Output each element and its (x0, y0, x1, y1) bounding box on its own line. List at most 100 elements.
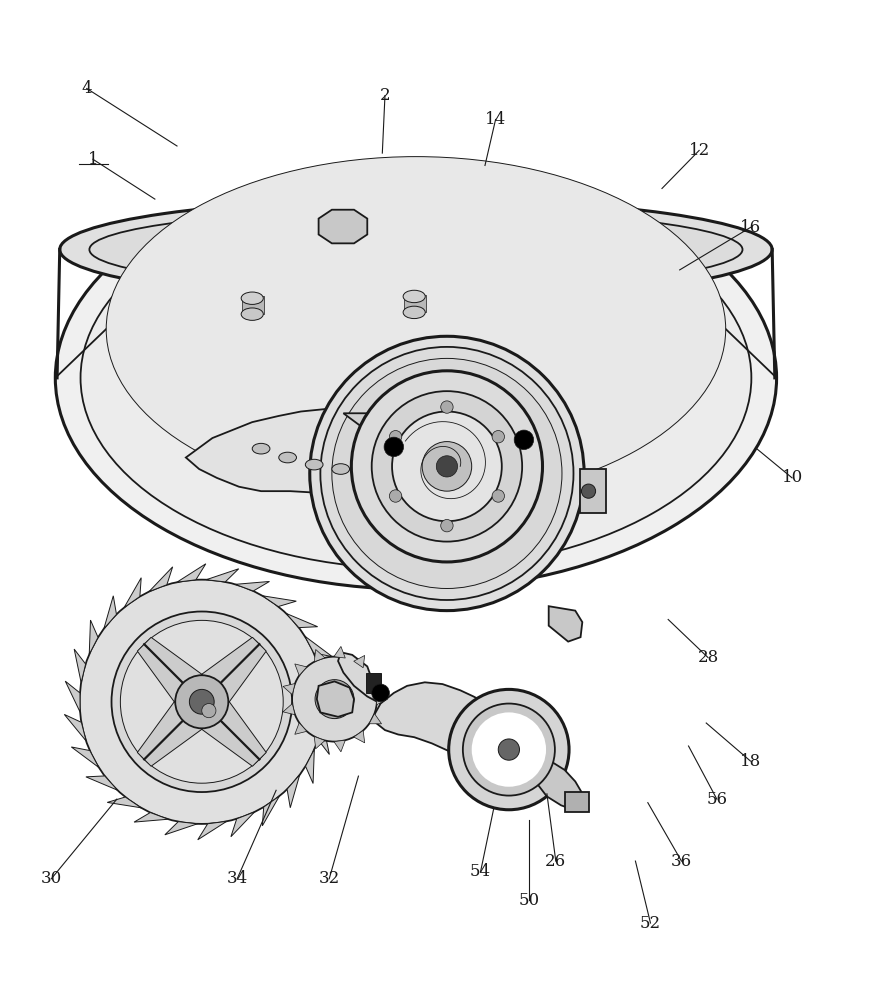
Polygon shape (124, 578, 142, 607)
Polygon shape (202, 637, 266, 702)
Polygon shape (72, 747, 99, 767)
Text: 14: 14 (485, 111, 506, 128)
Polygon shape (369, 714, 381, 724)
Polygon shape (65, 714, 86, 741)
Circle shape (436, 456, 458, 477)
Circle shape (202, 704, 216, 718)
Polygon shape (165, 822, 197, 835)
Polygon shape (334, 646, 345, 658)
Circle shape (498, 739, 519, 760)
Polygon shape (286, 613, 318, 628)
Polygon shape (283, 683, 295, 695)
Circle shape (372, 391, 522, 542)
Polygon shape (538, 757, 584, 810)
Ellipse shape (252, 443, 270, 454)
Text: 32: 32 (319, 870, 340, 887)
Circle shape (463, 704, 555, 796)
Polygon shape (343, 413, 403, 431)
FancyBboxPatch shape (565, 792, 589, 812)
Circle shape (441, 401, 453, 413)
Polygon shape (107, 797, 141, 808)
Polygon shape (197, 821, 227, 840)
Polygon shape (318, 721, 329, 754)
Polygon shape (317, 681, 354, 717)
Polygon shape (74, 649, 86, 683)
Circle shape (492, 431, 504, 443)
Circle shape (449, 689, 569, 810)
Circle shape (189, 689, 214, 714)
Polygon shape (314, 649, 325, 662)
Polygon shape (137, 702, 202, 766)
Ellipse shape (388, 468, 405, 479)
Circle shape (389, 490, 402, 502)
Circle shape (80, 580, 324, 824)
Polygon shape (318, 663, 339, 689)
Polygon shape (354, 655, 365, 668)
Polygon shape (231, 812, 255, 837)
Polygon shape (149, 567, 173, 592)
Ellipse shape (332, 464, 350, 474)
Circle shape (372, 684, 389, 702)
Circle shape (112, 612, 292, 792)
Polygon shape (314, 736, 325, 749)
Circle shape (175, 675, 228, 728)
Circle shape (472, 712, 546, 787)
Text: 2: 2 (380, 87, 390, 104)
Text: 16: 16 (740, 219, 761, 236)
Circle shape (492, 490, 504, 502)
FancyBboxPatch shape (404, 295, 426, 312)
Circle shape (315, 680, 354, 719)
Polygon shape (372, 682, 504, 761)
Text: 1: 1 (88, 151, 98, 168)
Ellipse shape (241, 292, 264, 304)
Polygon shape (137, 637, 202, 702)
Polygon shape (86, 776, 118, 790)
Polygon shape (305, 749, 314, 783)
Circle shape (326, 690, 343, 708)
Polygon shape (295, 723, 307, 734)
Polygon shape (186, 407, 549, 507)
Ellipse shape (432, 510, 457, 526)
Ellipse shape (427, 505, 462, 530)
Circle shape (422, 442, 472, 491)
Circle shape (310, 336, 584, 611)
Polygon shape (295, 664, 307, 676)
Polygon shape (206, 569, 239, 582)
Polygon shape (89, 620, 98, 654)
Text: 54: 54 (470, 863, 491, 880)
FancyBboxPatch shape (242, 296, 264, 314)
Ellipse shape (241, 308, 264, 320)
Polygon shape (354, 731, 365, 743)
FancyBboxPatch shape (366, 673, 381, 693)
Text: 56: 56 (706, 791, 727, 808)
Ellipse shape (89, 210, 743, 289)
Circle shape (441, 519, 453, 532)
FancyBboxPatch shape (580, 469, 606, 513)
Text: 52: 52 (640, 915, 661, 932)
Polygon shape (549, 606, 582, 642)
Ellipse shape (404, 290, 426, 303)
Text: 30: 30 (41, 870, 62, 887)
Polygon shape (324, 691, 338, 722)
Polygon shape (369, 674, 381, 685)
Circle shape (351, 371, 543, 562)
Polygon shape (338, 652, 381, 704)
Polygon shape (304, 636, 332, 657)
Text: 18: 18 (740, 753, 761, 770)
Ellipse shape (60, 199, 772, 300)
Polygon shape (65, 681, 80, 712)
Polygon shape (334, 740, 345, 752)
Polygon shape (104, 596, 117, 629)
Circle shape (332, 358, 562, 588)
Text: 12: 12 (689, 142, 710, 159)
Polygon shape (319, 210, 367, 243)
Ellipse shape (279, 452, 296, 463)
Polygon shape (177, 564, 206, 582)
Text: 4: 4 (81, 80, 92, 97)
Text: 28: 28 (697, 649, 719, 666)
Ellipse shape (81, 187, 751, 569)
Circle shape (120, 620, 283, 783)
Ellipse shape (358, 466, 376, 477)
Polygon shape (377, 693, 388, 705)
Polygon shape (202, 702, 266, 766)
